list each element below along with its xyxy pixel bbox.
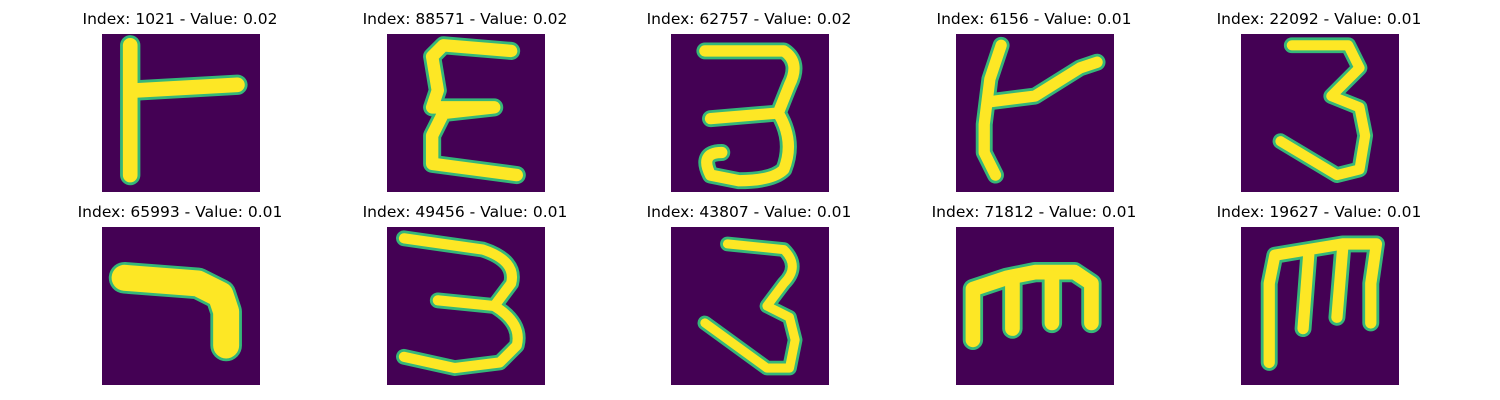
panel-7: Index: 49456 - Value: 0.01 (315, 193, 615, 385)
panel-2: Index: 88571 - Value: 0.02 (315, 0, 615, 192)
panel-title: Index: 65993 - Value: 0.01 (77, 203, 283, 221)
panel-title: Index: 19627 - Value: 0.01 (1216, 203, 1422, 221)
panel-3: Index: 62757 - Value: 0.02 (599, 0, 899, 192)
panel-8: Index: 43807 - Value: 0.01 (599, 193, 899, 385)
digit-image (956, 227, 1114, 385)
panel-title: Index: 71812 - Value: 0.01 (931, 203, 1137, 221)
digit-image (1241, 227, 1399, 385)
digit-image (102, 34, 260, 192)
panel-title: Index: 1021 - Value: 0.02 (82, 10, 278, 28)
panel-title: Index: 88571 - Value: 0.02 (362, 10, 568, 28)
panel-9: Index: 71812 - Value: 0.01 (884, 193, 1184, 385)
panel-6: Index: 65993 - Value: 0.01 (30, 193, 330, 385)
panel-4: Index: 6156 - Value: 0.01 (884, 0, 1184, 192)
digit-image (387, 34, 545, 192)
panel-1: Index: 1021 - Value: 0.02 (30, 0, 330, 192)
panel-title: Index: 62757 - Value: 0.02 (646, 10, 852, 28)
digit-image (1241, 34, 1399, 192)
panel-title: Index: 49456 - Value: 0.01 (362, 203, 568, 221)
panel-title: Index: 6156 - Value: 0.01 (936, 10, 1132, 28)
digit-image (387, 227, 545, 385)
digit-image (956, 34, 1114, 192)
panel-title: Index: 43807 - Value: 0.01 (646, 203, 852, 221)
panel-5: Index: 22092 - Value: 0.01 (1169, 0, 1469, 192)
digit-image (671, 34, 829, 192)
digit-image (671, 227, 829, 385)
panel-title: Index: 22092 - Value: 0.01 (1216, 10, 1422, 28)
panel-10: Index: 19627 - Value: 0.01 (1169, 193, 1469, 385)
digit-image (102, 227, 260, 385)
